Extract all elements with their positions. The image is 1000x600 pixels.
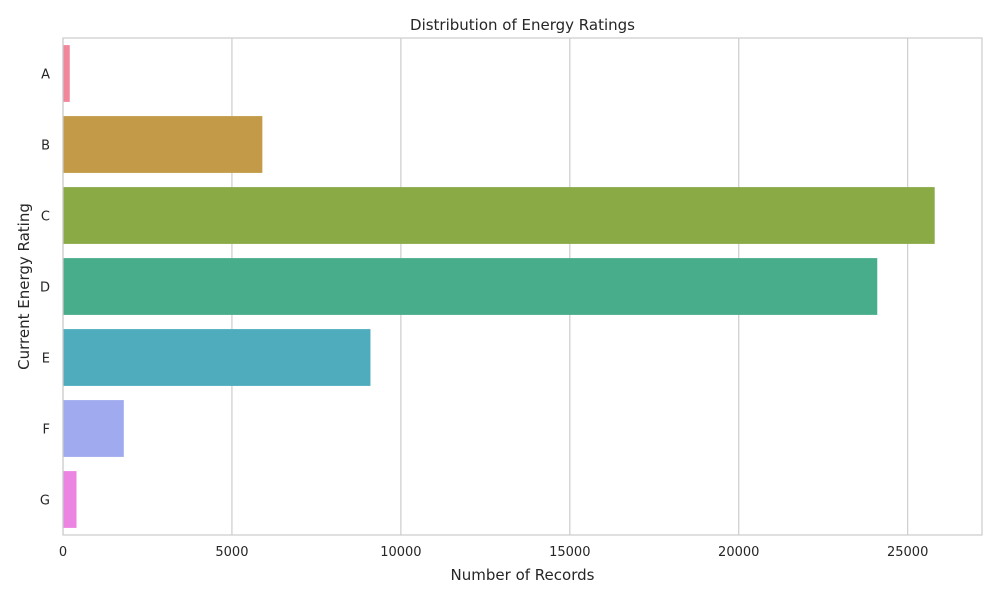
bar-E [63,329,371,386]
x-tick-label: 10000 [380,545,421,560]
bar-B [63,116,263,173]
y-tick-label: E [42,352,50,367]
y-tick-label: C [41,210,50,225]
x-tick-label: 25000 [887,545,928,560]
x-tick-label: 20000 [718,545,759,560]
bar-C [63,187,935,244]
x-tick-label: 15000 [549,545,590,560]
x-tick-labels: 0 5000 10000 15000 20000 25000 [59,545,928,560]
bar-G [63,471,77,528]
x-tick-label: 5000 [215,545,248,560]
y-tick-label: A [41,68,50,83]
bar-F [63,400,124,457]
bar-D [63,258,878,315]
y-tick-label: G [40,494,50,509]
x-axis-title: Number of Records [451,566,595,584]
plot-frame [62,37,983,536]
y-tick-label: D [40,281,50,296]
x-tick-label: 0 [59,545,67,560]
y-axis-title: Current Energy Rating [15,203,33,370]
bars [63,45,935,528]
y-tick-labels: A B C D E F G [40,68,50,509]
bar-A [63,45,70,102]
y-tick-label: F [43,423,50,438]
chart-title: Distribution of Energy Ratings [410,16,635,34]
y-tick-label: B [41,139,50,154]
